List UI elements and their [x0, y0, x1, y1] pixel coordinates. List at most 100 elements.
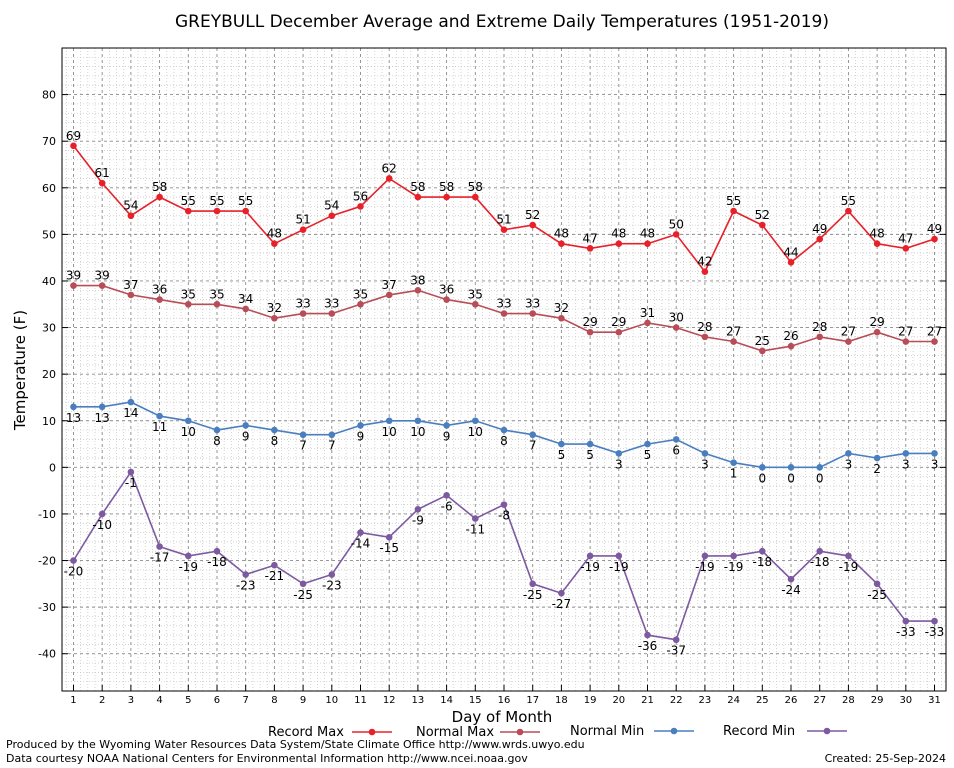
- normal-min-point: [816, 464, 824, 471]
- normal-max-point: [385, 291, 393, 299]
- normal-min-point: [213, 426, 221, 434]
- x-tick-label: 11: [354, 695, 367, 706]
- record-min-point: [443, 492, 450, 499]
- record-max-data-label: 49: [812, 222, 827, 236]
- record-max-point: [471, 193, 479, 201]
- record-min-data-label: -36: [638, 639, 658, 653]
- record-min-data-label: -10: [92, 518, 112, 532]
- x-tick-label: 19: [584, 695, 597, 706]
- record-max-point: [156, 193, 163, 201]
- record-min-data-label: -18: [810, 555, 830, 569]
- record-min-point: [385, 533, 393, 541]
- record-max-data-label: 62: [382, 161, 397, 175]
- normal-min-point: [644, 440, 651, 448]
- footer-data-courtesy: Data courtesy NOAA National Centers for …: [6, 752, 528, 765]
- normal-max-data-label: 33: [295, 297, 310, 311]
- record-max-data-label: 55: [841, 194, 856, 208]
- normal-min-point: [615, 450, 623, 457]
- record-min-point: [500, 501, 508, 508]
- x-tick-label: 2: [99, 695, 105, 706]
- record-max-point: [299, 226, 307, 234]
- x-tick-label: 12: [383, 695, 396, 706]
- legend-label-record-min: Record Min: [723, 724, 795, 739]
- record-min-data-label: -19: [178, 560, 198, 574]
- x-tick-label: 21: [641, 695, 654, 706]
- normal-min-point: [931, 450, 938, 457]
- normal-max-point: [873, 328, 881, 336]
- record-max-data-label: 42: [697, 255, 712, 269]
- x-tick-label: 15: [469, 695, 482, 706]
- normal-max-data-label: 29: [869, 315, 884, 329]
- normal-min-data-label: 11: [152, 420, 167, 434]
- normal-max-data-label: 29: [582, 315, 597, 329]
- normal-min-point: [156, 412, 163, 420]
- normal-min-data-label: 13: [66, 411, 81, 425]
- record-max-data-label: 50: [669, 217, 684, 231]
- normal-max-data-label: 29: [611, 315, 626, 329]
- record-max-data-label: 47: [582, 231, 597, 245]
- record-max-data-label: 58: [152, 180, 167, 194]
- record-min-data-label: -23: [236, 579, 256, 593]
- normal-min-data-label: 9: [443, 429, 451, 443]
- record-min-point: [730, 552, 737, 560]
- record-max-data-label: 48: [640, 227, 655, 241]
- record-min-point: [845, 552, 852, 560]
- normal-min-point: [98, 403, 106, 411]
- series-normal-max: 39 39 37 36 35 35 34 32 33 33 35 37 38 36 35 33 33 32 29 29…: [66, 269, 942, 355]
- x-tick-label: 29: [871, 695, 884, 706]
- normal-max-point: [156, 296, 163, 303]
- x-tick-label: 3: [128, 695, 134, 706]
- normal-max-point: [759, 347, 766, 355]
- x-tick-label: 4: [156, 695, 162, 706]
- normal-max-point: [357, 300, 364, 308]
- normal-min-data-label: 7: [299, 439, 307, 453]
- normal-max-data-label: 36: [439, 283, 454, 297]
- normal-min-data-label: 1: [730, 467, 738, 481]
- record-max-data-label: 48: [554, 227, 569, 241]
- normal-min-point: [299, 431, 307, 439]
- record-min-data-label: -18: [207, 555, 227, 569]
- normal-max-data-label: 35: [209, 287, 224, 301]
- normal-min-point: [500, 426, 508, 434]
- record-max-point: [213, 207, 221, 215]
- x-tick-label: 16: [498, 695, 511, 706]
- record-min-data-label: -23: [322, 579, 342, 593]
- record-min-data-label: -6: [441, 499, 453, 513]
- normal-max-data-label: 37: [123, 278, 138, 292]
- normal-max-point: [328, 310, 336, 317]
- normal-max-point: [615, 328, 623, 336]
- record-min-point: [156, 543, 163, 550]
- normal-max-data-label: 27: [898, 325, 913, 339]
- normal-max-data-label: 33: [525, 297, 540, 311]
- normal-max-point: [70, 282, 77, 289]
- x-tick-label: 27: [813, 695, 826, 706]
- normal-min-data-label: 3: [931, 457, 939, 471]
- record-min-point: [529, 580, 537, 588]
- record-min-point: [816, 547, 824, 555]
- normal-min-point: [127, 398, 135, 406]
- record-min-data-label: -18: [753, 555, 773, 569]
- record-max-point: [529, 221, 537, 229]
- record-min-data-label: -11: [465, 523, 485, 537]
- record-max-point: [385, 175, 393, 182]
- record-max-data-label: 69: [66, 129, 81, 143]
- record-max-point: [98, 179, 106, 187]
- record-min-point: [471, 515, 479, 522]
- normal-max-data-label: 28: [812, 320, 827, 334]
- record-min-data-label: -33: [925, 625, 945, 639]
- record-min-point: [902, 617, 910, 625]
- normal-max-point: [414, 286, 422, 294]
- normal-min-point: [443, 422, 450, 429]
- normal-max-data-label: 27: [841, 325, 856, 339]
- record-max-point: [931, 235, 938, 243]
- normal-min-point: [328, 431, 336, 439]
- record-max-point: [70, 142, 77, 150]
- x-tick-label: 10: [325, 695, 338, 706]
- normal-max-point: [730, 338, 737, 345]
- normal-max-point: [529, 310, 537, 317]
- record-max-data-label: 48: [611, 227, 626, 241]
- record-min-point: [701, 552, 709, 560]
